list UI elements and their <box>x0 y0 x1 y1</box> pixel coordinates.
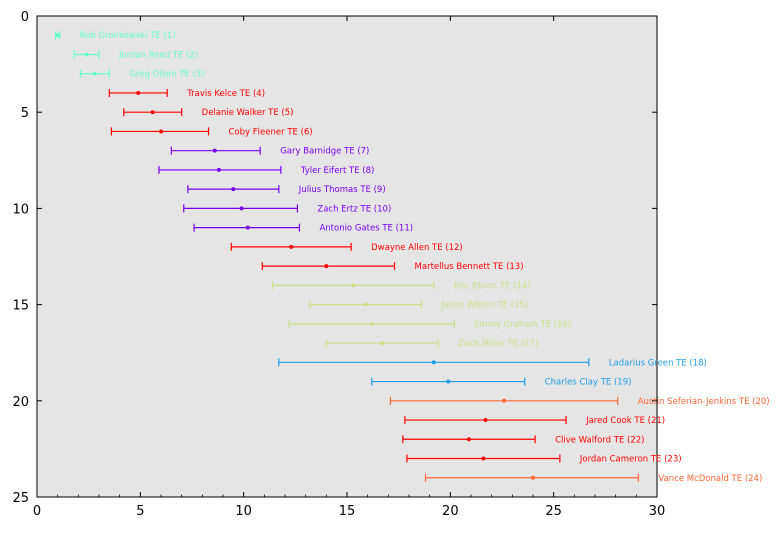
y-tick-label: 0 <box>21 10 29 25</box>
x-tick-label: 20 <box>442 504 459 519</box>
data-point-label: Gary Barnidge TE (7) <box>280 147 369 157</box>
data-point-5: Delanie Walker TE (5) <box>123 108 294 118</box>
data-point-marker <box>369 321 374 326</box>
data-point-label: Rob Gronkowski TE (1) <box>80 31 176 41</box>
data-point-label: Jordan Reed TE (2) <box>118 50 198 60</box>
data-point-label: Delanie Walker TE (5) <box>202 108 294 118</box>
data-point-6: Coby Fleener TE (6) <box>110 127 313 137</box>
data-point-20: Austin Seferian-Jenkins TE (20) <box>389 396 770 407</box>
data-point-label: Jimmy Graham TE (16) <box>473 320 571 330</box>
y-tick-label: 15 <box>12 299 29 314</box>
data-point-marker <box>92 71 97 76</box>
data-point-19: Charles Clay TE (19) <box>371 377 632 388</box>
x-tick-label: 10 <box>235 504 252 519</box>
data-point-16: Jimmy Graham TE (16) <box>288 319 571 330</box>
data-point-label: Vance McDonald TE (24) <box>658 474 762 484</box>
y-tick-label: 5 <box>21 106 29 121</box>
data-point-14: Eric Ebron TE (14) <box>272 281 531 291</box>
y-tick-label: 25 <box>12 491 29 506</box>
data-point-marker <box>483 418 488 423</box>
data-point-label: Antonio Gates TE (11) <box>319 224 413 234</box>
x-tick-label: 15 <box>339 504 356 519</box>
x-tick-label: 5 <box>136 504 144 519</box>
data-point-label: Clive Walford TE (22) <box>555 435 644 445</box>
data-point-12: Dwayne Allen TE (12) <box>230 242 463 253</box>
data-point-label: Coby Fleener TE (6) <box>229 127 313 137</box>
x-tick-label: 30 <box>649 504 666 519</box>
data-point-marker <box>466 437 471 442</box>
data-point-label: Tyler Eifert TE (8) <box>300 166 374 176</box>
data-point-marker <box>446 379 451 384</box>
data-point-marker <box>150 110 155 115</box>
data-point-label: Charles Clay TE (19) <box>545 378 632 388</box>
data-point-marker <box>212 148 217 153</box>
data-point-label: Greg Olsen TE (3) <box>129 70 204 80</box>
data-point-2: Jordan Reed TE (2) <box>73 50 198 60</box>
data-point-marker <box>431 360 436 365</box>
data-point-10: Zach Ertz TE (10) <box>183 204 391 214</box>
data-point-21: Jared Cook TE (21) <box>404 416 665 426</box>
data-point-label: Jordan Cameron TE (23) <box>579 455 682 465</box>
data-point-marker <box>481 456 486 461</box>
data-point-label: Austin Seferian-Jenkins TE (20) <box>638 397 770 407</box>
data-point-marker <box>531 475 535 480</box>
data-point-15: Jason Witten TE (15) <box>309 300 528 311</box>
data-marks: Rob Gronkowski TE (1) Jordan Reed TE (2) G… <box>54 31 770 484</box>
data-point-label: Jared Cook TE (21) <box>585 416 665 426</box>
data-point-marker <box>289 244 294 249</box>
data-point-8: Tyler Eifert TE (8) <box>158 165 374 176</box>
data-point-label: Zach Ertz TE (10) <box>317 204 391 214</box>
data-point-11: Antonio Gates TE (11) <box>193 223 413 234</box>
data-point-label: Jason Witten TE (15) <box>440 301 528 311</box>
data-point-marker <box>55 33 60 38</box>
x-tick-label: 25 <box>545 504 562 519</box>
y-tick-label: 20 <box>12 395 29 410</box>
plot-background <box>36 15 658 498</box>
axis-ticks: 0 5 10 15 20 25 30 0 5 10 15 20 25 <box>12 10 665 519</box>
data-point-label: Julius Thomas TE (9) <box>298 185 386 195</box>
data-point-18: Ladarius Green TE (18) <box>278 358 707 368</box>
data-point-17: Zach Miller TE (17) <box>325 339 538 349</box>
data-point-marker <box>84 52 89 57</box>
data-point-marker <box>245 225 250 230</box>
data-point-marker <box>231 187 236 192</box>
data-point-23: Jordan Cameron TE (23) <box>406 454 682 465</box>
data-point-22: Clive Walford TE (22) <box>402 435 644 445</box>
data-point-marker <box>363 302 368 307</box>
data-point-label: Dwayne Allen TE (12) <box>371 243 463 253</box>
data-point-label: Martellus Bennett TE (13) <box>415 262 524 272</box>
data-point-7: Gary Barnidge TE (7) <box>170 146 369 157</box>
data-point-label: Eric Ebron TE (14) <box>454 281 531 291</box>
data-point-marker <box>239 206 244 211</box>
data-point-marker <box>136 90 141 95</box>
data-point-9: Julius Thomas TE (9) <box>187 185 386 195</box>
data-point-marker <box>216 167 221 172</box>
data-point-marker <box>351 283 356 288</box>
y-tick-label: 10 <box>12 202 29 217</box>
x-tick-label: 0 <box>33 504 41 519</box>
data-point-marker <box>159 129 163 134</box>
data-point-label: Travis Kelce TE (4) <box>186 89 265 99</box>
data-point-4: Travis Kelce TE (4) <box>108 88 265 99</box>
data-point-13: Martellus Bennett TE (13) <box>261 262 524 272</box>
data-point-marker <box>502 398 507 403</box>
data-point-3: Greg Olsen TE (3) <box>79 69 205 80</box>
data-point-label: Ladarius Green TE (18) <box>609 358 707 368</box>
data-point-marker <box>380 341 385 346</box>
data-point-24: Vance McDonald TE (24) <box>424 473 762 484</box>
data-point-1: Rob Gronkowski TE (1) <box>54 31 176 41</box>
data-point-marker <box>324 264 329 269</box>
data-point-label: Zach Miller TE (17) <box>458 339 538 349</box>
